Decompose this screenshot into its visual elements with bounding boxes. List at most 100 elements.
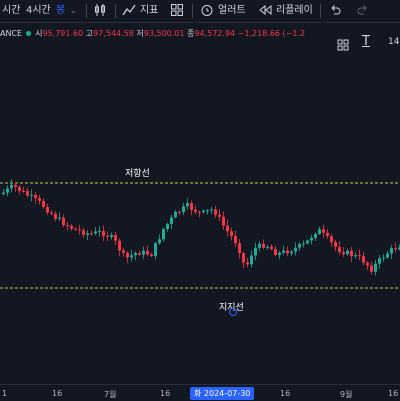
- candle-body: [18, 186, 21, 191]
- market-status-dot: [26, 31, 32, 36]
- candle-body: [334, 242, 337, 247]
- interval-selector[interactable]: 4시간: [26, 5, 51, 16]
- candle-body: [174, 211, 177, 218]
- candle-body: [190, 203, 193, 210]
- candle-body: [122, 250, 125, 253]
- alerts-button[interactable]: 얼러트: [218, 5, 246, 16]
- candle-body: [162, 228, 165, 240]
- candle-body: [2, 192, 5, 194]
- candle-body: [154, 243, 157, 256]
- replay-button[interactable]: 리플레이: [276, 5, 313, 16]
- toolbar-divider: [115, 4, 116, 18]
- candle-body: [242, 253, 245, 263]
- candle-body: [150, 254, 153, 256]
- candle-body: [270, 246, 273, 250]
- candle-body: [386, 253, 389, 258]
- replay-icon[interactable]: [258, 3, 272, 19]
- candle-body: [274, 249, 277, 256]
- candle-body: [74, 228, 77, 230]
- candle-body: [182, 206, 185, 213]
- candle-body: [50, 212, 53, 214]
- candle-body: [86, 233, 89, 235]
- candle-body: [358, 255, 361, 257]
- candle-body: [266, 246, 269, 248]
- candle-body: [354, 255, 357, 257]
- candle-body: [222, 216, 225, 226]
- candle-body: [22, 190, 25, 192]
- symbol-name[interactable]: ANCE: [0, 29, 23, 38]
- indicators-icon[interactable]: [122, 3, 136, 19]
- open-label: 시: [35, 29, 43, 38]
- candle-body: [38, 197, 41, 201]
- candle-body: [114, 234, 117, 241]
- candle-body: [62, 217, 65, 226]
- time-tick: 1: [2, 389, 8, 398]
- candle-body: [346, 250, 349, 255]
- candle-body: [250, 255, 253, 265]
- candle-body: [330, 236, 333, 243]
- candle-body: [398, 247, 400, 250]
- candle-body: [78, 229, 81, 231]
- candle-body: [194, 209, 197, 212]
- low-label: 저: [136, 29, 144, 38]
- chart-type-selector[interactable]: 봉: [56, 5, 66, 16]
- resistance-label: 저항선: [125, 169, 150, 179]
- candle-body: [102, 230, 105, 236]
- chevron-down-icon[interactable]: ⌄: [70, 6, 77, 15]
- candle-body: [34, 195, 37, 198]
- candle-body: [318, 229, 321, 234]
- templates-icon[interactable]: [170, 3, 184, 19]
- candle-body: [230, 231, 233, 236]
- candle-body: [198, 211, 201, 213]
- open-value: 95,791.60: [42, 29, 84, 38]
- candle-body: [338, 246, 341, 253]
- candle-body: [70, 225, 73, 229]
- grid-layout-icon[interactable]: [337, 36, 349, 55]
- candle-body: [282, 250, 285, 253]
- candle-body: [14, 184, 17, 187]
- redo-icon[interactable]: [356, 3, 370, 19]
- candle-body: [254, 247, 257, 256]
- candle-body: [206, 210, 209, 212]
- text-tool-icon[interactable]: T: [362, 34, 370, 49]
- interval-label[interactable]: 시간: [2, 5, 21, 16]
- candle-body: [290, 251, 293, 254]
- candle-body: [314, 233, 317, 238]
- ohlc-legend: ANCE 시95,791.60 고97,544.58 저93,500.01 종94…: [0, 28, 305, 39]
- time-tick: 16: [280, 389, 291, 398]
- candle-body: [294, 247, 297, 252]
- price-chart[interactable]: [0, 44, 400, 384]
- high-value: 97,544.58: [93, 29, 134, 38]
- candle-body: [210, 209, 213, 211]
- time-tick: 16: [388, 389, 399, 398]
- candle-body: [322, 229, 325, 233]
- alarm-clock-icon[interactable]: [200, 3, 214, 19]
- candle-body: [378, 258, 381, 264]
- candle-body: [370, 265, 373, 272]
- candle-body: [130, 255, 133, 258]
- candle-body: [90, 233, 93, 235]
- candle-body: [134, 252, 137, 256]
- candle-body: [326, 232, 329, 237]
- candle-body: [166, 223, 169, 229]
- candle-body: [178, 211, 181, 213]
- time-axis[interactable]: 1 16 7월 16 화 2024-07-30 16 9월 16: [0, 384, 400, 401]
- candle-body: [42, 200, 45, 207]
- undo-icon[interactable]: [328, 3, 342, 19]
- candle-body: [98, 230, 101, 232]
- candle-body: [126, 252, 129, 258]
- toolbar-divider: [192, 4, 193, 18]
- candle-body: [158, 239, 161, 244]
- low-value: 93,500.01: [143, 29, 185, 38]
- candle-body: [342, 252, 345, 255]
- candle-body: [186, 203, 189, 207]
- candle-body: [362, 256, 365, 263]
- candle-body: [246, 262, 249, 265]
- crosshair-marker: [229, 308, 237, 316]
- candle-body: [94, 231, 97, 234]
- candles-icon[interactable]: [93, 3, 107, 19]
- candle-body: [226, 225, 229, 232]
- candle-body: [258, 243, 261, 248]
- candles-group: [2, 179, 400, 276]
- indicators-button[interactable]: 지표: [140, 5, 159, 16]
